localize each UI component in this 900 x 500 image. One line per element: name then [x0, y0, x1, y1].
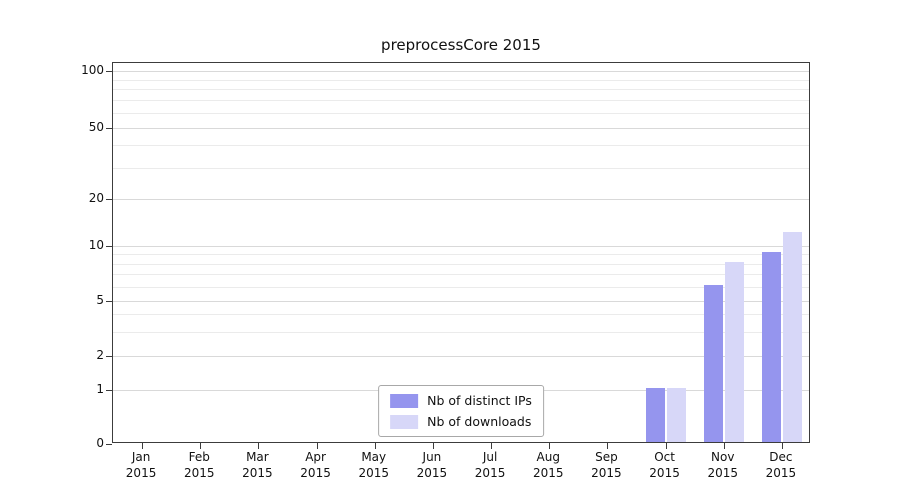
legend-swatch-ips-icon — [390, 393, 419, 408]
y-tick-mark — [106, 389, 112, 391]
plot-area: Nb of distinct IPs Nb of downloads — [106, 62, 810, 449]
y-tick-label: 50 — [88, 120, 104, 135]
y-tick-label: 1 — [96, 381, 104, 396]
gridline-minor — [113, 286, 809, 288]
y-tick-label: 10 — [88, 237, 104, 252]
y-tick-mark — [106, 355, 112, 357]
x-tick-label: Sep 2015 — [591, 450, 622, 480]
y-tick-label: 0 — [96, 436, 104, 450]
gridline-major — [113, 128, 809, 130]
legend-item-downloads: Nb of downloads — [390, 414, 532, 429]
gridline-minor — [113, 274, 809, 276]
x-tick-mark — [374, 443, 376, 449]
y-tick-mark — [106, 301, 112, 303]
x-tick-label: Jan 2015 — [125, 450, 157, 480]
gridline-minor — [113, 254, 809, 256]
x-tick-mark — [142, 443, 144, 449]
legend-swatch-downloads-icon — [390, 414, 419, 429]
y-tick-label: 20 — [88, 191, 104, 206]
y-tick-mark — [106, 199, 112, 201]
gridline-minor — [113, 331, 809, 333]
gridline-major — [113, 355, 809, 357]
x-tick-label: Aug 2015 — [532, 450, 564, 480]
x-tick-mark — [258, 443, 260, 449]
gridline-minor — [113, 79, 809, 81]
x-tick-label: Mar 2015 — [242, 450, 273, 480]
bar-distinct-ips-nov — [703, 284, 723, 442]
gridline-minor — [113, 100, 809, 102]
bar-downloads-dec — [782, 231, 802, 442]
bar-distinct-ips-dec — [761, 252, 781, 442]
x-tick-mark — [607, 443, 609, 449]
gridline-minor — [113, 89, 809, 91]
x-tick-mark — [665, 443, 667, 449]
gridline-major — [113, 245, 809, 247]
legend-label-distinct-ips: Nb of distinct IPs — [427, 393, 532, 408]
y-tick-mark — [106, 245, 112, 247]
legend-item-distinct-ips: Nb of distinct IPs — [390, 393, 532, 408]
x-tick-mark — [491, 443, 493, 449]
x-tick-mark — [723, 443, 725, 449]
y-tick-label: 2 — [96, 347, 104, 362]
x-tick-label: Nov 2015 — [707, 450, 738, 480]
bars-layer — [113, 63, 809, 442]
gridline-minor — [113, 145, 809, 147]
bar-downloads-oct — [666, 387, 686, 442]
bar-downloads-nov — [724, 261, 744, 442]
x-tick-mark — [781, 443, 783, 449]
x-tick-label: May 2015 — [358, 450, 389, 480]
x-tick-label: Jun 2015 — [416, 450, 448, 480]
y-tick-label: 5 — [96, 293, 104, 308]
y-tick-mark — [106, 128, 112, 130]
y-axis: 0 1 2 5 10 20 50 100 — [0, 62, 104, 450]
legend-label-downloads: Nb of downloads — [427, 414, 532, 429]
gridline-major — [113, 71, 809, 72]
x-tick-label: Apr 2015 — [300, 450, 331, 480]
x-tick-label: Feb 2015 — [183, 450, 215, 480]
x-tick-label: Oct 2015 — [649, 450, 680, 480]
legend: Nb of distinct IPs Nb of downloads — [378, 385, 544, 437]
x-tick-mark — [316, 443, 318, 449]
bar-distinct-ips-oct — [645, 387, 665, 442]
x-tick-mark — [200, 443, 202, 449]
gridline-major — [113, 301, 809, 303]
x-tick-label: Dec 2015 — [765, 450, 797, 480]
y-tick-mark — [106, 444, 112, 445]
gridline-minor — [113, 263, 809, 265]
gridline-major — [113, 199, 809, 201]
x-axis: Jan 2015 Feb 2015 Mar 2015 Apr 2015 May 2015 Jun 20… — [112, 449, 810, 489]
gridline-minor — [113, 314, 809, 316]
chart-title: preprocessCore 2015 — [381, 36, 541, 54]
y-tick-mark — [106, 71, 112, 72]
y-tick-label: 100 — [81, 63, 104, 77]
x-tick-label: Jul 2015 — [474, 450, 506, 480]
x-tick-mark — [432, 443, 434, 449]
gridline-minor — [113, 113, 809, 115]
x-tick-mark — [549, 443, 551, 449]
gridline-minor — [113, 167, 809, 169]
